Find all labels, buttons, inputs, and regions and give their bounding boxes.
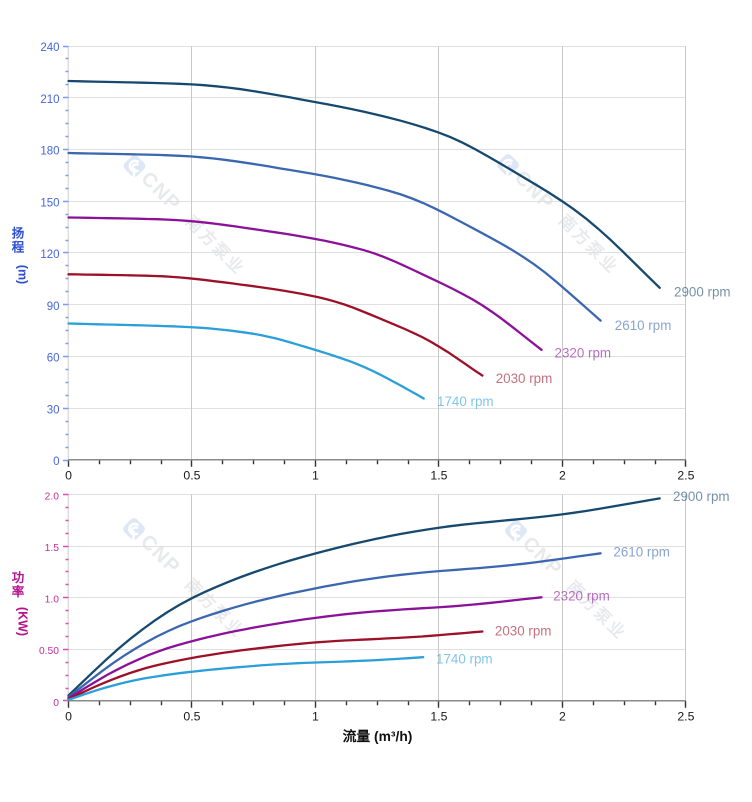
svg-text:2.5: 2.5 (677, 469, 694, 483)
svg-text:功: 功 (12, 570, 25, 585)
svg-text:(KW): (KW) (16, 607, 30, 636)
svg-text:1.0: 1.0 (45, 595, 60, 606)
svg-text:1.5: 1.5 (430, 469, 447, 483)
svg-text:2610 rpm: 2610 rpm (615, 318, 672, 333)
svg-text:30: 30 (47, 404, 60, 416)
svg-text:180: 180 (40, 146, 59, 158)
svg-text:2320 rpm: 2320 rpm (555, 346, 612, 361)
svg-text:240: 240 (40, 42, 59, 54)
svg-text:210: 210 (40, 94, 59, 106)
svg-text:0.50: 0.50 (39, 646, 59, 657)
svg-text:1: 1 (312, 710, 319, 724)
svg-text:0: 0 (65, 710, 72, 724)
svg-text:2: 2 (559, 469, 566, 483)
svg-text:0: 0 (53, 456, 59, 468)
svg-text:2030 rpm: 2030 rpm (495, 624, 552, 639)
svg-text:90: 90 (47, 301, 60, 313)
svg-text:1740 rpm: 1740 rpm (436, 651, 493, 666)
svg-text:1740 rpm: 1740 rpm (437, 394, 494, 409)
svg-text:0.5: 0.5 (183, 469, 200, 483)
svg-text:2610 rpm: 2610 rpm (613, 545, 670, 560)
svg-text:2.0: 2.0 (45, 491, 60, 502)
svg-text:0.5: 0.5 (183, 710, 200, 724)
svg-text:2900 rpm: 2900 rpm (673, 489, 730, 504)
svg-text:120: 120 (40, 249, 59, 261)
svg-text:1: 1 (312, 469, 319, 483)
svg-text:2320 rpm: 2320 rpm (553, 588, 610, 603)
svg-text:0: 0 (53, 698, 59, 709)
svg-text:2.5: 2.5 (677, 710, 694, 724)
svg-text:1.5: 1.5 (430, 710, 447, 724)
svg-text:2030 rpm: 2030 rpm (496, 371, 553, 386)
svg-text:流量 (m³/h): 流量 (m³/h) (343, 728, 413, 744)
svg-text:率: 率 (12, 584, 25, 599)
svg-text:程: 程 (12, 240, 25, 255)
svg-text:2900 rpm: 2900 rpm (674, 285, 731, 300)
svg-text:1.5: 1.5 (45, 543, 60, 554)
svg-text:2: 2 (559, 710, 566, 724)
svg-text:(m): (m) (16, 265, 30, 284)
svg-text:扬: 扬 (12, 226, 25, 241)
svg-text:150: 150 (40, 197, 59, 209)
svg-text:0: 0 (65, 469, 72, 483)
svg-text:60: 60 (47, 353, 60, 365)
